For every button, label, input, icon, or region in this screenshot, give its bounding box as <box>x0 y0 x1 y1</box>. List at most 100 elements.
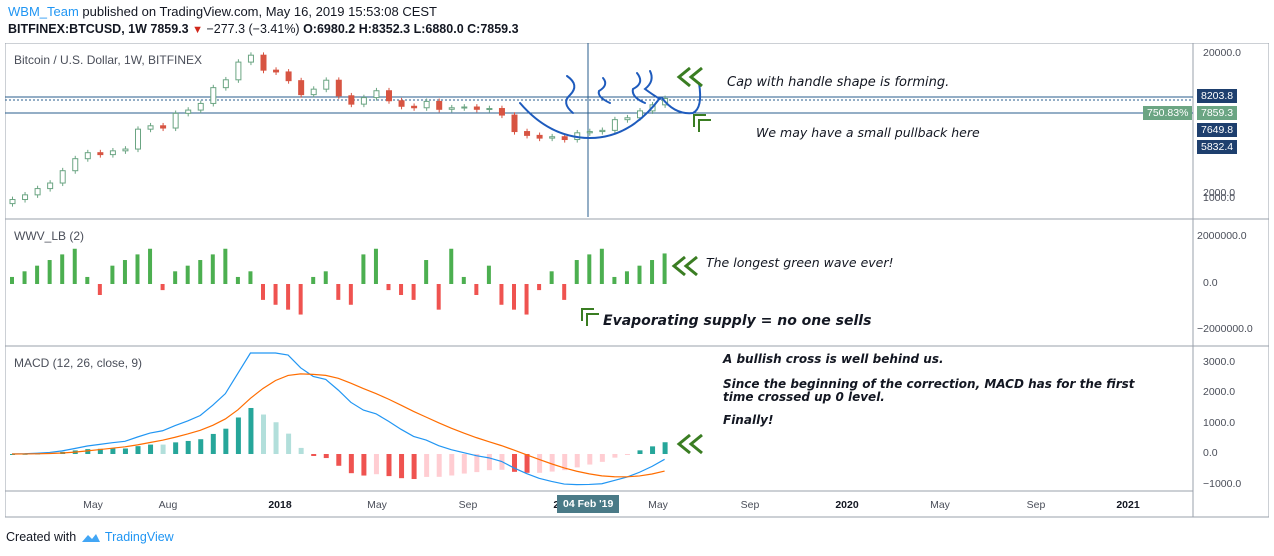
symbol-label: BITFINEX:BTCUSD, 1W <box>8 22 147 36</box>
candle-body <box>298 80 305 96</box>
candle-body <box>260 54 267 71</box>
candle-body <box>549 136 556 139</box>
wwv-bar <box>97 284 102 295</box>
candle-body <box>135 128 141 150</box>
candle-body <box>323 79 330 90</box>
annotation-cap: Cap with handle shape is forming. <box>727 75 950 90</box>
published-text: published on TradingView.com, May 16, 20… <box>78 4 438 19</box>
tradingview-cloud-icon <box>81 533 100 542</box>
macd-hist-bar <box>185 440 191 454</box>
wwv-bar <box>612 276 617 284</box>
candle-body <box>524 131 531 136</box>
macd-hist-bar <box>662 442 668 454</box>
macd-hist-bar <box>474 454 480 473</box>
wwv-bar <box>198 260 203 284</box>
candle-body <box>273 69 280 73</box>
annotation-pullback: We may have a small pullback here <box>756 125 980 140</box>
candle-body <box>561 136 568 141</box>
candle-body <box>448 107 455 110</box>
price-ytick: 20000.0 <box>1203 47 1241 59</box>
drawn-handle-curve <box>661 82 702 115</box>
wwv-bar <box>486 265 491 284</box>
candle-body <box>122 148 129 152</box>
price-ytick: 1000.0 <box>1203 192 1236 204</box>
percent-box: 750.83% <box>1143 106 1193 120</box>
wwv-bar <box>10 276 14 284</box>
wwv-bar <box>22 271 27 284</box>
tradingview-brand-link[interactable]: TradingView <box>104 530 174 544</box>
candle-body <box>197 102 204 111</box>
wwv-bar <box>512 284 516 310</box>
wwv-bar <box>373 248 378 284</box>
low-value: L:6880.0 <box>413 22 464 36</box>
macd-hist-bar <box>624 454 630 455</box>
candle-body <box>423 100 430 109</box>
macd-hist-bar <box>261 414 266 454</box>
wwv-bar <box>587 254 592 284</box>
wwv-bar <box>361 254 366 284</box>
wwv-pane-label: WWV_LB (2) <box>14 229 85 243</box>
macd-hist-bar <box>386 454 392 477</box>
macd-ytick: 3000.0 <box>1203 356 1236 368</box>
candle-body <box>47 182 54 190</box>
candle-body <box>373 90 380 99</box>
xtick: 2021 <box>1116 499 1140 511</box>
wwv-bar <box>273 284 278 305</box>
macd-hist-bar <box>637 450 643 454</box>
wwv-bar <box>35 265 40 284</box>
macd-hist-bar <box>85 449 91 454</box>
candle-body <box>536 134 543 139</box>
candle-body <box>34 188 41 196</box>
publish-header: WBM_Team published on TradingView.com, M… <box>8 4 437 19</box>
publisher-link[interactable]: WBM_Team <box>8 4 79 19</box>
down-triangle-icon: ▼ <box>192 24 203 36</box>
double-chevron-left-icon <box>676 433 703 455</box>
up-chevron-icon <box>581 308 599 326</box>
price-ytick: 2000.0 <box>1203 187 1236 199</box>
xtick: Sep <box>458 499 478 511</box>
wwv-bar <box>624 271 629 284</box>
candle-body <box>285 71 292 82</box>
candle-body <box>599 129 606 133</box>
wwv-ytick: 2000000.0 <box>1197 230 1247 242</box>
chart-svg[interactable] <box>5 43 1269 518</box>
annotation-macd-2b: time crossed up 0 level. <box>723 390 885 404</box>
price-box-last: 7859.3 <box>1197 106 1238 120</box>
candle-body <box>611 119 618 131</box>
macd-hist-bar <box>650 446 656 454</box>
macd-hist-bar <box>436 454 442 477</box>
candle-body <box>97 152 104 156</box>
macd-hist-bar <box>173 442 179 454</box>
double-chevron-left-icon <box>676 66 703 88</box>
macd-ytick: 0.0 <box>1203 447 1218 459</box>
candles-group <box>9 52 669 207</box>
wwv-bar <box>524 284 529 315</box>
macd-hist-bar <box>361 454 367 476</box>
wwv-bar <box>122 260 127 284</box>
candle-body <box>436 100 443 110</box>
candle-body <box>84 152 91 160</box>
macd-hist-bar <box>210 433 216 454</box>
wwv-bar <box>286 284 291 310</box>
wwv-bar <box>386 284 391 291</box>
macd-ytick: −1000.0 <box>1203 478 1242 490</box>
annotation-macd-1: A bullish cross is well behind us. <box>723 352 944 366</box>
annotation-macd-3: Finally! <box>723 413 774 427</box>
macd-hist-bar <box>424 454 430 477</box>
macd-hist-bar <box>223 428 229 454</box>
price-change: −277.3 (−3.41%) <box>206 22 300 36</box>
chart-area[interactable]: Bitcoin / U.S. Dollar, 1W, BITFINEX WWV_… <box>5 43 1269 518</box>
price-box-low: 5832.4 <box>1197 140 1238 154</box>
candle-body <box>624 117 631 121</box>
candle-body <box>398 100 405 107</box>
candle-body <box>247 54 254 63</box>
chart-frame <box>5 43 1269 518</box>
macd-hist-bar <box>135 446 141 454</box>
double-chevron-left-icon <box>671 255 698 277</box>
wwv-bar <box>210 254 215 284</box>
candle-body <box>386 90 392 102</box>
wwv-bar <box>662 253 667 284</box>
xtick: Sep <box>740 499 760 511</box>
macd-hist-bar <box>411 454 417 480</box>
wwv-bar <box>562 284 567 300</box>
